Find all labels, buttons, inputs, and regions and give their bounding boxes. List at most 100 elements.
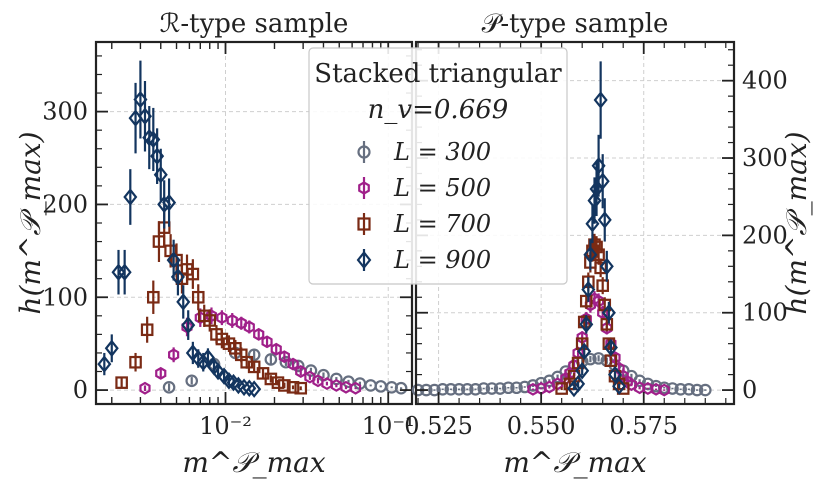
series-l700 — [115, 209, 308, 395]
data-point — [510, 381, 523, 395]
data-point — [575, 361, 590, 380]
left-y-axis-label: h(m^𝒫_max) — [14, 131, 47, 314]
data-point — [304, 370, 316, 384]
y-tick-label: 0 — [73, 376, 88, 404]
x-tick-label: 0.525 — [404, 412, 473, 440]
data-point — [264, 353, 278, 366]
left-series-points — [97, 60, 408, 398]
data-point — [155, 366, 167, 380]
data-point — [444, 383, 458, 396]
data-point — [612, 377, 627, 395]
data-point — [278, 379, 291, 392]
data-point — [340, 380, 352, 394]
data-point — [342, 375, 355, 389]
series-l900 — [566, 61, 627, 398]
data-point — [575, 337, 589, 350]
data-point — [312, 374, 324, 388]
data-point — [682, 383, 696, 396]
data-point — [123, 188, 138, 206]
data-point — [394, 381, 408, 395]
x-tick-label: 0.575 — [609, 412, 678, 440]
legend-marker — [356, 250, 372, 270]
data-point — [247, 348, 261, 362]
y-tick-label: 400 — [742, 67, 788, 95]
data-point — [436, 383, 449, 396]
data-point — [162, 193, 177, 212]
data-point — [104, 339, 119, 358]
data-point — [625, 378, 638, 392]
data-point — [599, 257, 614, 276]
legend-title: Stacked triangular — [314, 59, 562, 89]
data-point — [243, 320, 255, 334]
data-point — [247, 360, 261, 374]
data-point — [698, 383, 712, 397]
y-tick-label: 200 — [42, 190, 88, 218]
left-x-axis-label: m^𝒫_max — [182, 446, 325, 479]
legend-marker — [358, 181, 370, 195]
data-point — [658, 383, 670, 397]
legend-entries: L = 300 L = 500 L = 700 L = 900 — [356, 138, 491, 274]
data-point — [261, 335, 273, 349]
data-point — [186, 267, 200, 281]
data-point — [674, 383, 687, 396]
data-point — [607, 365, 623, 384]
data-point — [211, 362, 226, 381]
data-point — [271, 376, 285, 389]
y-tick-label: 300 — [42, 98, 88, 126]
right-y-axis-label: h(m^𝒫_max) — [780, 131, 813, 314]
data-point — [321, 377, 333, 391]
data-point — [235, 316, 247, 330]
data-point — [279, 355, 293, 369]
legend-entry-label: L = 500 — [393, 174, 491, 202]
y-tick-label: 300 — [742, 144, 788, 172]
data-point — [253, 327, 265, 341]
data-point — [428, 383, 441, 397]
data-point — [191, 290, 205, 304]
y-tick-label: 200 — [742, 221, 788, 249]
data-point — [581, 280, 596, 299]
data-point — [115, 376, 128, 389]
data-point — [584, 352, 597, 366]
data-point — [349, 381, 362, 395]
legend-entry-label: L = 300 — [393, 138, 491, 166]
data-point — [200, 348, 215, 367]
left-panel-title: ℛ-type sample — [160, 9, 349, 39]
data-point — [278, 350, 290, 364]
data-point — [593, 91, 608, 109]
data-point — [330, 378, 342, 392]
data-point — [579, 315, 594, 334]
data-point — [270, 342, 282, 356]
legend-density: n_v=0.669 — [368, 95, 509, 125]
data-point — [286, 380, 300, 394]
data-point — [139, 381, 151, 395]
data-point — [571, 375, 586, 393]
data-point — [294, 381, 308, 395]
data-point — [117, 263, 132, 281]
data-point — [601, 303, 616, 322]
data-point — [469, 383, 482, 396]
right-ticks: 0.525 0.550 0.575 0 100 200 300 400 — [404, 42, 788, 440]
data-point — [166, 251, 181, 269]
data-point — [295, 365, 307, 378]
right-panel-title: 𝒫-type sample — [482, 9, 669, 39]
x-tick-label: 10⁻¹ — [362, 412, 415, 440]
series-l500 — [139, 307, 362, 395]
data-point — [585, 214, 600, 233]
right-x-axis-label: m^𝒫_max — [503, 446, 646, 479]
x-tick-label: 0.550 — [507, 412, 576, 440]
data-point — [205, 309, 218, 323]
data-point — [493, 382, 507, 395]
data-point — [216, 311, 228, 325]
data-point — [97, 355, 112, 373]
data-point — [153, 165, 168, 184]
data-point — [690, 383, 704, 397]
data-point — [140, 323, 154, 337]
data-point — [587, 191, 602, 210]
data-point — [485, 382, 499, 395]
data-point — [226, 313, 238, 327]
data-point — [129, 355, 142, 369]
left-panel: ℛ-type sample 10⁻² 10⁻¹ 0 100 200 300 m^𝒫_max… — [14, 9, 415, 479]
x-tick-label: 10⁻² — [199, 412, 252, 440]
data-point — [247, 380, 262, 398]
